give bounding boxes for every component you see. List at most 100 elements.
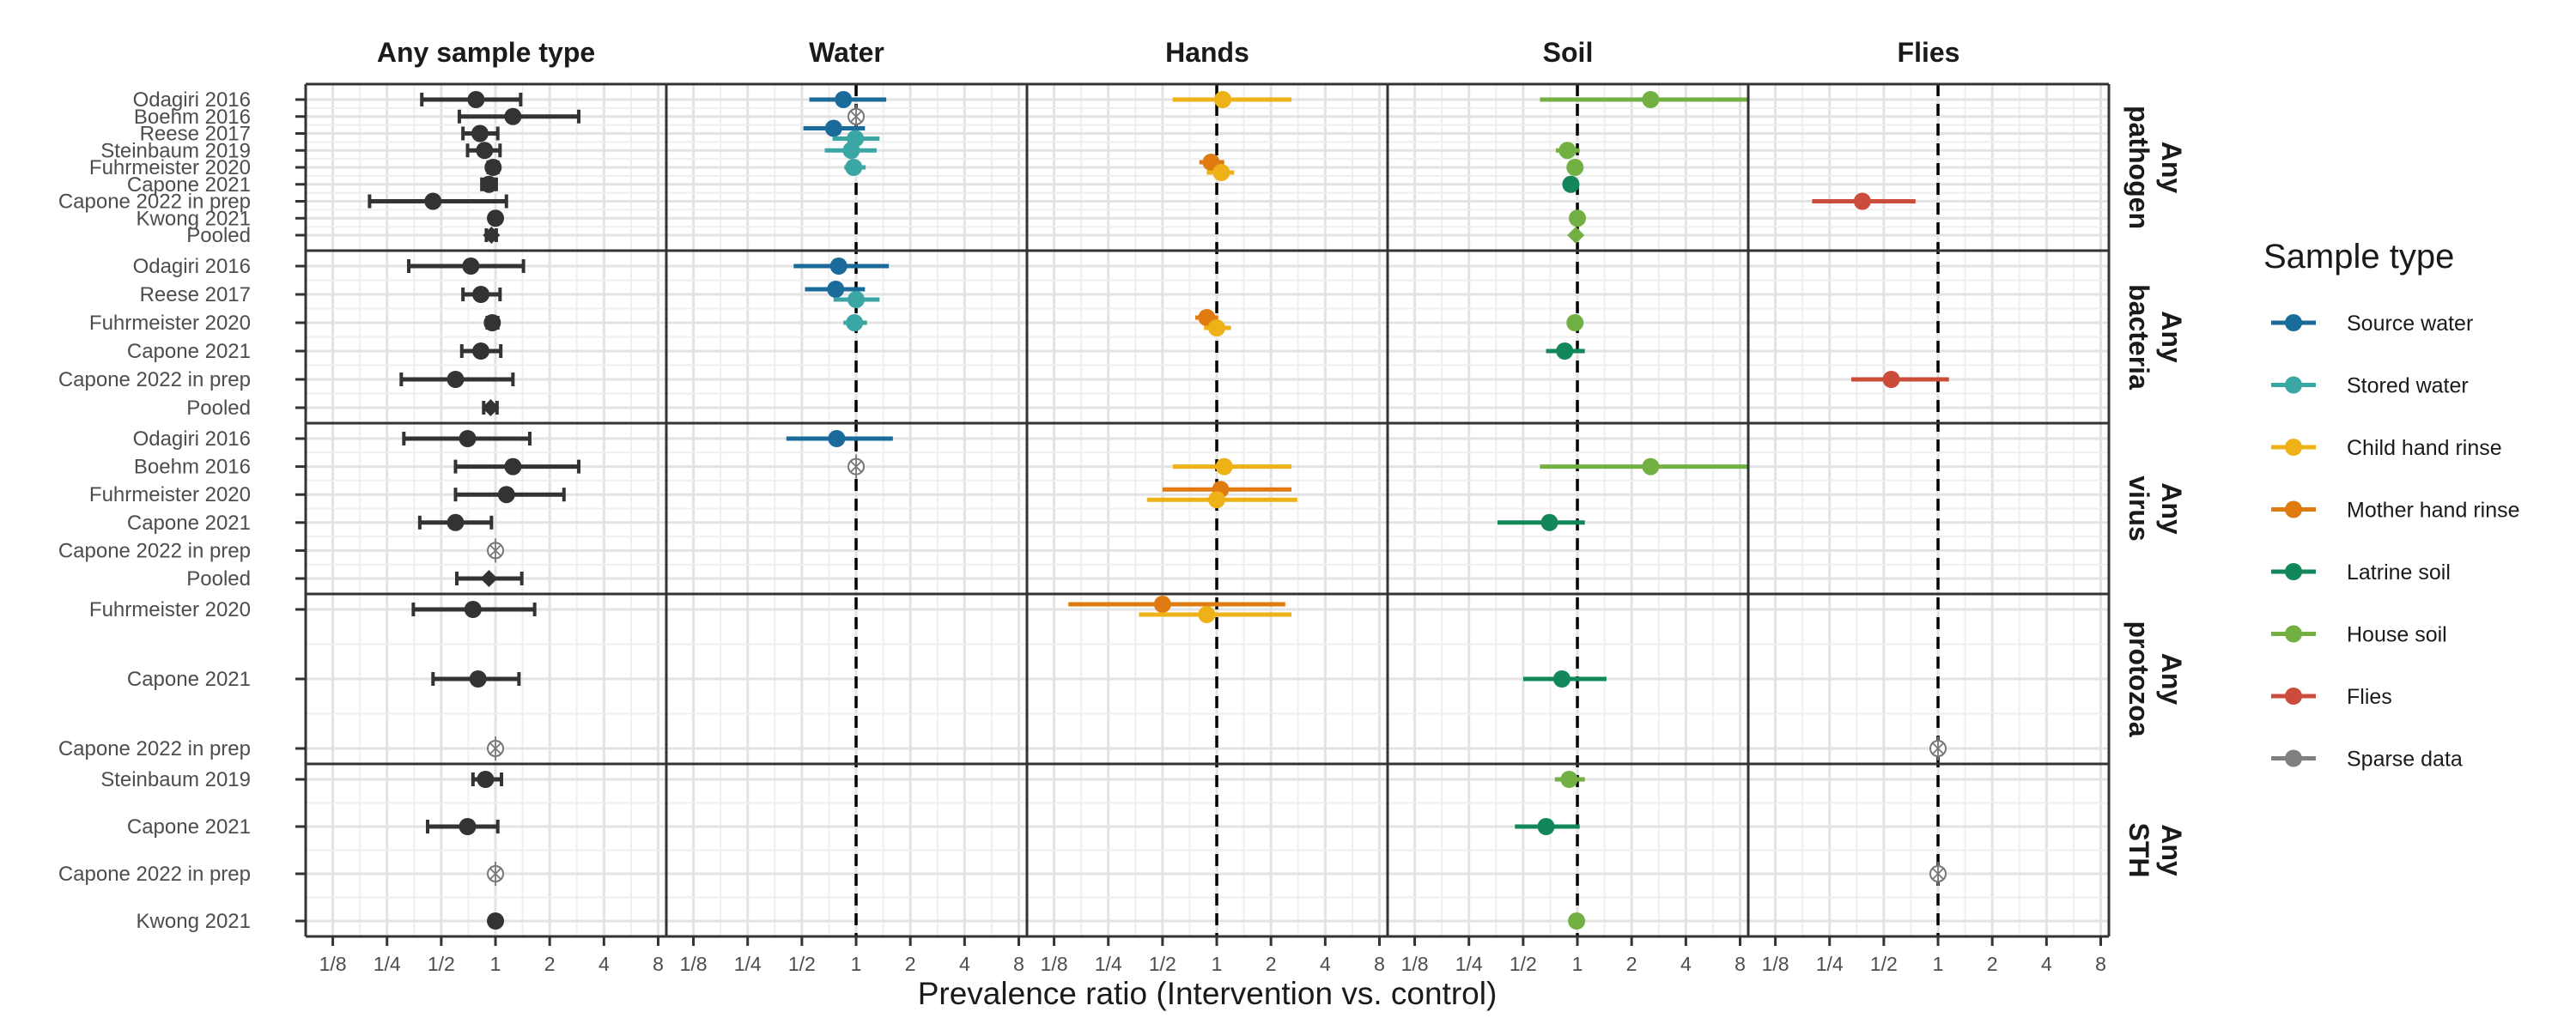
x-tick-label: 8 xyxy=(653,953,664,975)
x-tick-label: 2 xyxy=(1987,953,1998,975)
study-label: Boehm 2016 xyxy=(134,456,251,479)
point-estimate xyxy=(484,159,502,176)
x-tick-label: 4 xyxy=(2041,953,2052,975)
point-estimate xyxy=(1853,192,1871,210)
x-tick-label: 4 xyxy=(1680,953,1692,975)
study-label: Odagiri 2016 xyxy=(133,427,251,451)
legend-key-point xyxy=(2285,625,2302,643)
legend-label: Sparse data xyxy=(2347,748,2463,772)
point-estimate xyxy=(829,258,848,275)
row-strip-title: Anyprotozoa xyxy=(2123,621,2187,736)
x-tick-label: 1/2 xyxy=(1870,953,1898,975)
point-estimate xyxy=(824,119,842,137)
point-estimate xyxy=(476,142,494,160)
pooled-estimate-diamond xyxy=(480,570,498,587)
gridlines xyxy=(306,84,2109,936)
point-estimate xyxy=(497,486,515,504)
legend-key-point xyxy=(2285,500,2302,518)
x-tick-label: 1/4 xyxy=(1816,953,1844,975)
legend-key-point xyxy=(2285,376,2302,394)
study-label: Capone 2021 xyxy=(127,668,251,691)
x-tick-label: 8 xyxy=(1013,953,1024,975)
study-label: Pooled xyxy=(186,224,251,247)
x-tick-label: 4 xyxy=(959,953,970,975)
study-label: Capone 2021 xyxy=(127,173,251,197)
study-label: Fuhrmeister 2020 xyxy=(89,483,251,506)
point-estimate xyxy=(1552,670,1571,688)
point-estimate xyxy=(1215,457,1233,476)
legend-key-point xyxy=(2285,563,2302,580)
column-strip-title: Flies xyxy=(1898,37,1960,68)
study-label: Capone 2021 xyxy=(127,815,251,839)
point-estimate xyxy=(480,175,498,193)
column-strip-title: Hands xyxy=(1165,37,1249,68)
point-estimate xyxy=(1558,142,1577,160)
study-label: Odagiri 2016 xyxy=(133,255,251,278)
point-estimate xyxy=(1882,371,1900,388)
legend-key-point xyxy=(2285,314,2302,331)
point-estimate xyxy=(1208,491,1226,509)
x-tick-label: 1 xyxy=(1212,953,1223,975)
legend-label: Stored water xyxy=(2347,374,2469,398)
point-estimate xyxy=(464,601,482,618)
point-estimate xyxy=(1560,771,1578,788)
row-strip-title: Anybacteria xyxy=(2123,284,2187,390)
point-estimate xyxy=(842,142,860,160)
point-estimate xyxy=(462,258,480,275)
legend-key-point xyxy=(2285,749,2302,767)
study-label: Reese 2017 xyxy=(140,283,251,306)
study-label: Pooled xyxy=(186,397,251,420)
study-label: Fuhrmeister 2020 xyxy=(89,598,251,621)
point-estimate xyxy=(447,371,465,388)
point-estimate xyxy=(845,159,863,176)
x-tick-label: 1/2 xyxy=(428,953,455,975)
legend-label: Child hand rinse xyxy=(2347,436,2502,460)
x-tick-label: 2 xyxy=(544,953,556,975)
legend-label: House soil xyxy=(2347,623,2447,647)
x-tick-label: 1/2 xyxy=(1510,953,1537,975)
x-tick-label: 1/8 xyxy=(680,953,708,975)
row-strip-title: Anypathogen xyxy=(2123,106,2187,229)
point-estimate xyxy=(1566,314,1584,331)
study-label: Fuhrmeister 2020 xyxy=(89,312,251,335)
point-estimate xyxy=(827,281,845,298)
row-strip-title: Anyvirus xyxy=(2123,476,2187,541)
x-tick-label: 2 xyxy=(1626,953,1637,975)
point-estimate xyxy=(424,192,442,210)
x-tick-label: 4 xyxy=(1320,953,1331,975)
x-tick-label: 1/4 xyxy=(1095,953,1122,975)
legend-key-point xyxy=(2285,439,2302,456)
point-estimate xyxy=(471,124,489,142)
study-label: Fuhrmeister 2020 xyxy=(89,156,251,179)
study-label: Capone 2022 in prep xyxy=(58,863,251,886)
point-estimate xyxy=(459,818,477,835)
x-tick-label: 1 xyxy=(1572,953,1583,975)
x-tick-label: 8 xyxy=(1374,953,1385,975)
x-tick-label: 1/8 xyxy=(1041,953,1068,975)
point-estimate xyxy=(469,670,487,688)
point-estimate xyxy=(1642,457,1660,476)
point-estimate xyxy=(1212,164,1230,181)
column-strip-title: Soil xyxy=(1543,37,1594,68)
study-label: Kwong 2021 xyxy=(137,207,251,230)
point-estimate xyxy=(504,457,522,476)
x-tick-label: 4 xyxy=(598,953,610,975)
pooled-estimate-diamond xyxy=(483,227,501,244)
study-label: Odagiri 2016 xyxy=(133,88,251,112)
x-tick-label: 1/4 xyxy=(734,953,762,975)
point-estimate xyxy=(1540,513,1558,531)
x-tick-label: 1/4 xyxy=(1455,953,1483,975)
x-tick-label: 1/2 xyxy=(788,953,816,975)
study-label: Pooled xyxy=(186,567,251,591)
point-estimate xyxy=(472,342,490,360)
point-estimate xyxy=(487,209,505,227)
legend-label: Flies xyxy=(2347,685,2392,709)
x-tick-label: 2 xyxy=(905,953,916,975)
study-label: Steinbaum 2019 xyxy=(100,768,251,791)
point-estimate xyxy=(1198,606,1216,623)
x-tick-label: 1/8 xyxy=(319,953,347,975)
study-label: Reese 2017 xyxy=(140,123,251,146)
study-label: Capone 2022 in prep xyxy=(58,737,251,760)
x-tick-label: 1 xyxy=(1933,953,1944,975)
